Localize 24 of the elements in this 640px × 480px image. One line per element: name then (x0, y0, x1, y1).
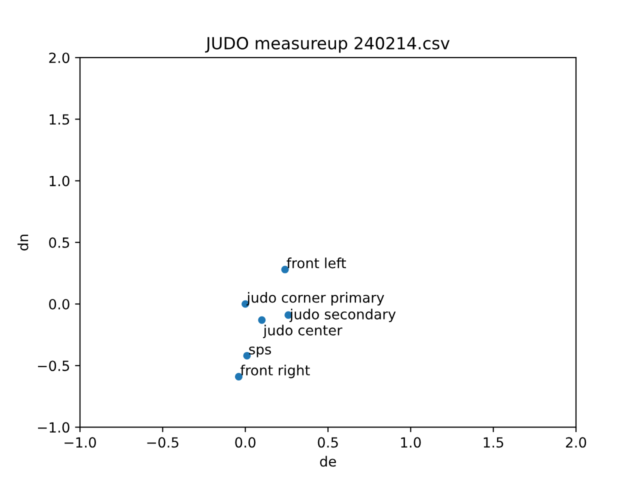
y-tick-label: −0.5 (38, 360, 70, 372)
y-tick-label: 2.0 (49, 52, 70, 64)
x-tick-label: −0.5 (147, 437, 178, 448)
point (258, 316, 266, 324)
chart-title: JUDO measureup 240214.csv (205, 36, 450, 53)
annotation: judo secondary (289, 308, 396, 322)
x-tick-label: 0.5 (318, 437, 338, 448)
y-tick-label: 1.5 (50, 114, 70, 125)
x-axis-title: de (320, 456, 336, 467)
y-tick-label: 1.0 (50, 176, 70, 186)
y-axis-title: dn (18, 234, 28, 250)
annotation: judo corner primary (246, 292, 384, 306)
x-tick-label: 1.0 (401, 437, 421, 448)
x-tick-label: −1.0 (64, 437, 96, 448)
y-tick-label: 0.0 (49, 298, 70, 310)
x-tick-label: 2.0 (566, 437, 586, 448)
y-tick-label: −1.0 (38, 422, 70, 433)
annotation: sps (249, 346, 271, 358)
x-tick-label: 0.0 (235, 437, 256, 448)
annotation: judo center (263, 324, 342, 338)
y-tick-label: 0.5 (49, 237, 70, 248)
x-tick-label: 1.5 (484, 437, 504, 448)
annotation: front left (286, 258, 346, 268)
annotation: front right (240, 364, 310, 378)
